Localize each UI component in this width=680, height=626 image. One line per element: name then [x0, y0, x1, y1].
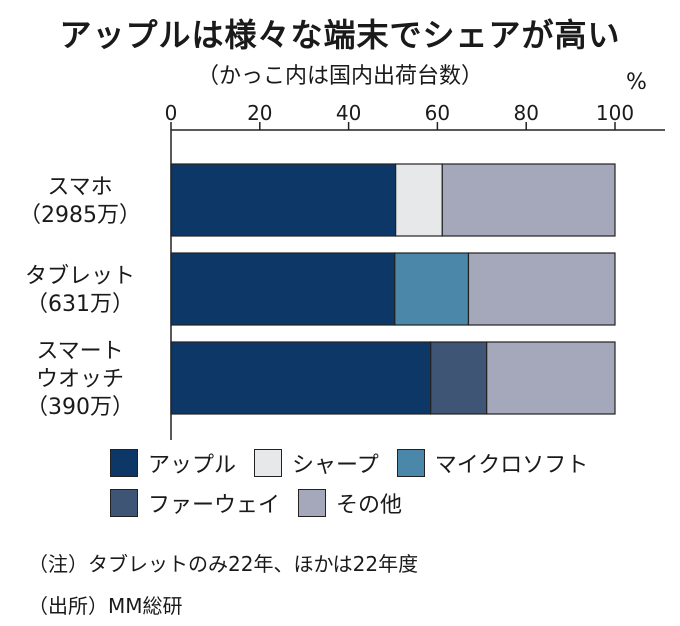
unit-label: % [626, 70, 647, 95]
legend-label: マイクロソフト [434, 453, 589, 478]
legend-swatch [110, 449, 138, 477]
category-label-line: タブレット [25, 264, 135, 289]
legend-item: アップル [110, 447, 236, 479]
chart-subtitle: （かっこ内は国内出荷台数） [196, 64, 483, 89]
category-label-line: スマート [36, 339, 123, 364]
legend-item: シャープ [254, 447, 379, 479]
bar-segment [486, 341, 616, 415]
x-tick-label: 100 [596, 101, 634, 125]
x-tick-label: 40 [336, 101, 361, 125]
bar-segment [170, 252, 396, 326]
bar-segment [441, 163, 616, 237]
chart-title: アップルは様々な端末でシェアが高い [59, 16, 621, 54]
bar-segment [170, 163, 397, 237]
bar-segment [467, 252, 616, 326]
bar-segment [430, 341, 488, 415]
source-note: （出所）MM総研 [28, 594, 183, 618]
legend-label: シャープ [292, 453, 379, 478]
bar-segment [394, 252, 470, 326]
x-tick-label: 0 [165, 101, 178, 125]
legend-swatch [396, 449, 425, 477]
category-label: タブレット （631万） [25, 264, 135, 317]
legend-label: アップル [148, 453, 237, 478]
legend-swatch [254, 449, 283, 477]
legend-label: その他 [336, 493, 403, 518]
category-label-line: （631万） [26, 292, 134, 317]
legend-item: ファーウェイ [110, 487, 280, 519]
x-tick-label: 60 [425, 101, 450, 125]
legend-item: マイクロソフト [396, 447, 589, 479]
category-label-line: （390万） [26, 395, 134, 420]
x-axis: 0 20 40 60 80 100 [165, 101, 665, 440]
stacked-bar-chart: 0 20 40 60 80 100 スマホ （2985万） タブレット （631万） スマートウオ… [19, 101, 665, 440]
bar-segment [395, 163, 443, 237]
category-label-line: スマホ [47, 175, 112, 200]
legend-item: その他 [298, 487, 402, 519]
footnote: （注）タブレットのみ22年、ほかは22年度 [28, 552, 419, 576]
category-label: スマートウオッチ （390万） [26, 339, 134, 420]
category-label: スマホ （2985万） [19, 175, 141, 228]
legend: アップル シャープ マイクロソフトファーウェイ その他 [110, 447, 670, 519]
x-tick-label: 80 [513, 101, 538, 125]
category-label-line: ウオッチ [36, 367, 124, 392]
bar-segment [170, 341, 432, 415]
x-tick-label: 20 [247, 101, 272, 125]
category-labels: スマホ （2985万） タブレット （631万） スマートウオッチ （390万） [19, 175, 141, 420]
legend-swatch [110, 489, 138, 517]
legend-label: ファーウェイ [148, 493, 281, 518]
category-label-line: （2985万） [19, 203, 141, 228]
bars [170, 163, 616, 415]
legend-swatch [298, 489, 327, 517]
